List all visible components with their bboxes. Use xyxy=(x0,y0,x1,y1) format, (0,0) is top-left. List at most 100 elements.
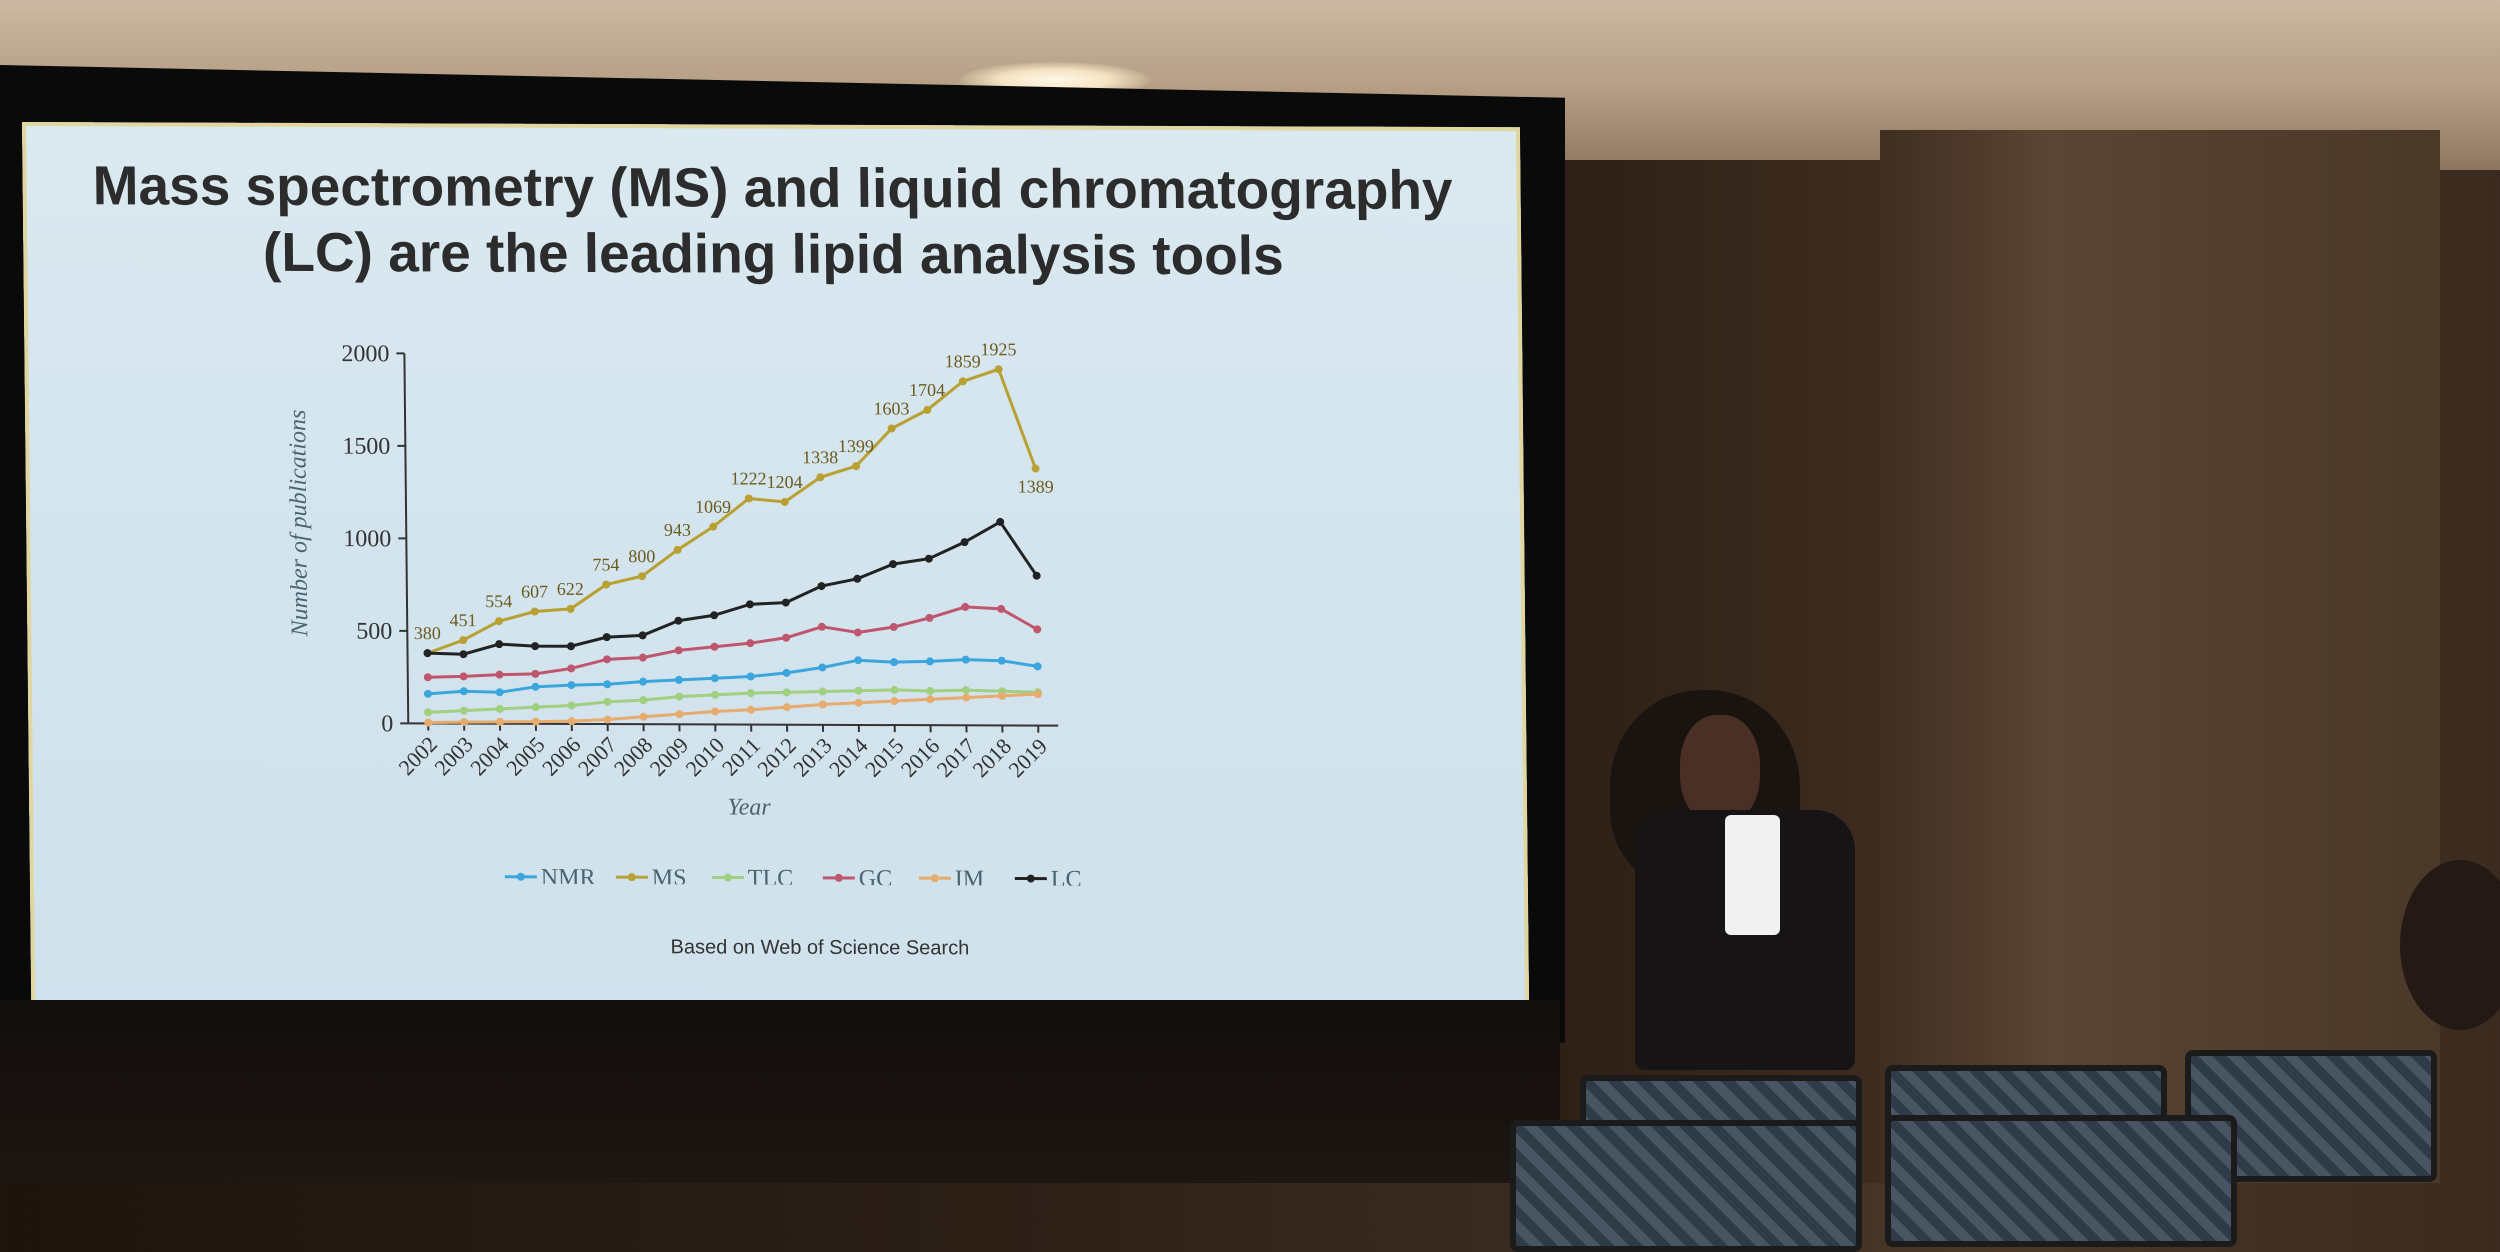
chair xyxy=(1885,1115,2237,1247)
data-point-nmr xyxy=(496,688,504,696)
legend-label: GC xyxy=(859,866,893,886)
data-point-lc xyxy=(603,633,611,641)
data-label-ms: 943 xyxy=(664,520,691,540)
data-point-gc xyxy=(746,639,754,647)
data-point-tlc xyxy=(890,686,898,694)
data-point-gc xyxy=(710,643,718,651)
projection-screen: Mass spectrometry (MS) and liquid chroma… xyxy=(22,122,1529,1017)
data-point-nmr xyxy=(782,669,790,677)
legend-label: NMR xyxy=(541,865,596,886)
data-point-tlc xyxy=(926,687,934,695)
data-point-lc xyxy=(459,650,467,658)
slide-title-line-1: Mass spectrometry (MS) and liquid chroma… xyxy=(62,152,1483,223)
data-label-ms: 1704 xyxy=(909,380,945,400)
data-label-ms: 1925 xyxy=(980,339,1016,359)
data-point-gc xyxy=(818,623,826,631)
data-point-nmr xyxy=(603,680,611,688)
data-point-tlc xyxy=(854,687,862,695)
data-point-nmr xyxy=(567,681,575,689)
data-point-nmr xyxy=(890,658,898,666)
chart-legend: NMR MS TLC GC IM LC xyxy=(505,865,1082,887)
data-point-ms xyxy=(1031,465,1039,473)
y-tick-label: 2000 xyxy=(341,341,389,367)
x-axis-label: Year xyxy=(727,795,771,821)
data-label-ms: 554 xyxy=(485,591,512,611)
data-point-lc xyxy=(567,642,575,650)
data-point-nmr xyxy=(854,656,862,664)
data-point-lc xyxy=(423,649,431,657)
data-point-lc xyxy=(674,617,682,625)
data-label-ms: 1204 xyxy=(766,472,802,492)
legend-label: IM xyxy=(955,866,985,886)
legend-label: MS xyxy=(652,865,687,886)
data-point-tlc xyxy=(747,689,755,697)
data-point-nmr xyxy=(460,687,468,695)
data-point-gc xyxy=(567,664,575,672)
legend-marker xyxy=(1027,875,1035,883)
x-tick-label: 2019 xyxy=(1003,733,1052,782)
data-point-gc xyxy=(997,605,1005,613)
legend-item-ms: MS xyxy=(616,865,687,886)
data-point-im xyxy=(962,694,970,702)
data-point-im xyxy=(890,697,898,705)
data-point-tlc xyxy=(568,701,576,709)
presenter-shirt xyxy=(1725,815,1780,935)
data-point-gc xyxy=(675,646,683,654)
data-label-ms: 380 xyxy=(414,623,441,643)
legend-item-im: IM xyxy=(919,866,985,886)
y-tick-label: 1500 xyxy=(342,434,390,460)
data-point-lc xyxy=(495,640,503,648)
data-label-ms: 1222 xyxy=(731,468,767,488)
data-point-im xyxy=(460,718,468,726)
data-point-ms xyxy=(995,365,1003,373)
data-label-ms: 754 xyxy=(592,555,619,575)
data-point-gc xyxy=(782,634,790,642)
data-point-gc xyxy=(854,628,862,636)
data-point-im xyxy=(855,699,863,707)
data-point-nmr xyxy=(747,672,755,680)
x-axis-line xyxy=(408,723,1058,725)
data-point-im xyxy=(819,700,827,708)
data-point-lc xyxy=(853,575,861,583)
data-point-tlc xyxy=(711,691,719,699)
wall-pillar xyxy=(1880,130,2440,1183)
x-tick-label: 2011 xyxy=(717,732,765,780)
slide-title-line-2: (LC) are the leading lipid analysis tool… xyxy=(63,218,1484,289)
legend-marker xyxy=(835,874,843,882)
data-point-gc xyxy=(531,670,539,678)
data-point-nmr xyxy=(818,663,826,671)
data-label-ms: 1399 xyxy=(838,436,874,456)
data-point-im xyxy=(675,710,683,718)
data-point-nmr xyxy=(531,683,539,691)
data-point-gc xyxy=(925,614,933,622)
data-point-im xyxy=(639,713,647,721)
data-point-lc xyxy=(710,611,718,619)
legend-item-nmr: NMR xyxy=(505,865,596,887)
y-tick-label: 500 xyxy=(356,619,392,645)
data-point-gc xyxy=(424,673,432,681)
slide-title: Mass spectrometry (MS) and liquid chroma… xyxy=(62,152,1483,289)
data-point-nmr xyxy=(926,657,934,665)
legend-marker xyxy=(724,873,732,881)
chair xyxy=(1510,1120,1862,1252)
data-point-lc xyxy=(531,642,539,650)
data-point-tlc xyxy=(496,705,504,713)
legend-label: TLC xyxy=(748,866,794,887)
data-label-ms: 622 xyxy=(557,579,584,599)
data-point-gc xyxy=(1033,625,1041,633)
stage-floor xyxy=(0,1000,1560,1183)
data-label-ms: 1603 xyxy=(873,398,909,418)
legend-label: LC xyxy=(1051,867,1082,887)
data-point-tlc xyxy=(819,688,827,696)
series-line-lc xyxy=(426,520,1037,656)
data-point-tlc xyxy=(424,708,432,716)
legend-item-gc: GC xyxy=(823,866,893,886)
legend-marker xyxy=(628,873,636,881)
data-label-ms: 451 xyxy=(449,610,476,630)
data-point-nmr xyxy=(639,678,647,686)
data-point-gc xyxy=(639,654,647,662)
data-point-tlc xyxy=(783,688,791,696)
presenter-face xyxy=(1680,715,1760,825)
data-point-lc xyxy=(1033,572,1041,580)
y-axis-label: Number of publications xyxy=(285,410,313,638)
